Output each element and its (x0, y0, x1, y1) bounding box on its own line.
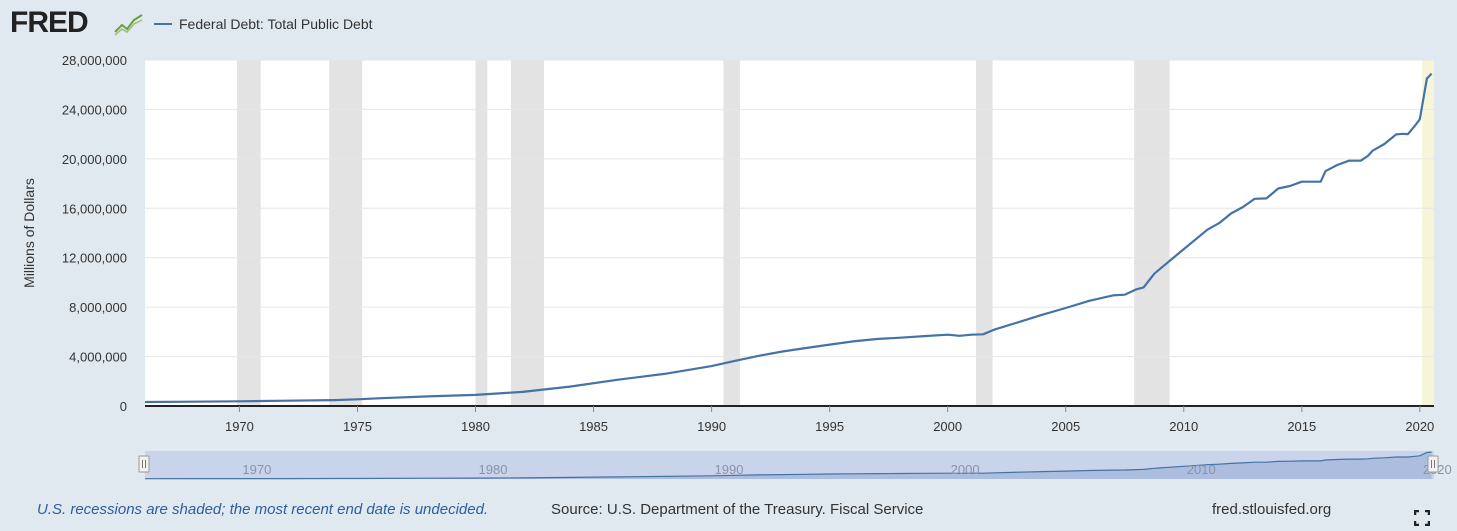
recession-band-undecided (1422, 60, 1434, 406)
recession-band (237, 60, 261, 406)
navigator-label: 1970 (242, 462, 271, 477)
x-tick-label: 2015 (1287, 419, 1316, 434)
navigator-line (144, 451, 1432, 480)
navigator-series (144, 451, 1432, 480)
y-tick-label: 12,000,000 (62, 251, 127, 266)
recession-bands (237, 60, 1434, 406)
fullscreen-icon[interactable] (1414, 510, 1430, 526)
chart-line-icon (114, 14, 143, 36)
chart-header: FRED Federal Debt: Total Public Debt (0, 0, 1457, 50)
site-link[interactable]: fred.stlouisfed.org (1212, 501, 1332, 518)
navigator-label: 2010 (1187, 462, 1216, 477)
x-tick-label: 2010 (1169, 419, 1198, 434)
navigator-left-handle[interactable] (138, 455, 150, 473)
series-line (144, 72, 1433, 404)
navigator-area (145, 452, 1432, 479)
navigator-right-handle[interactable] (1427, 455, 1439, 473)
legend-label: Federal Debt: Total Public Debt (179, 16, 373, 32)
series-layer (144, 72, 1433, 404)
navigator[interactable]: 197019801990200020102020 (138, 451, 1452, 480)
x-tick-label: 1975 (343, 419, 372, 434)
recession-band (1134, 60, 1170, 406)
x-tick-label: 1970 (225, 419, 254, 434)
navigator-label: 2000 (951, 462, 980, 477)
y-tick-label: 24,000,000 (62, 102, 127, 117)
x-tick-label: 2000 (933, 419, 962, 434)
x-tick-label: 1990 (697, 419, 726, 434)
y-tick-label: 20,000,000 (62, 152, 127, 167)
recession-band (510, 60, 544, 406)
y-tick-label: 16,000,000 (62, 201, 127, 216)
chart-svg: 0 4,000,000 8,000,000 12,000,000 16,000,000 2… (21, 53, 1452, 480)
x-tick-labels: 1970 1975 1980 1985 1990 1995 2000 2005 2010 2015… (225, 406, 1434, 434)
recession-band (329, 60, 363, 406)
recession-band (976, 60, 993, 406)
recession-band (475, 60, 488, 406)
recession-band (723, 60, 740, 406)
legend-swatch (154, 23, 172, 25)
grid-lines (145, 59, 1434, 358)
navigator-label: 1980 (479, 462, 508, 477)
y-tick-label: 8,000,000 (69, 300, 127, 315)
recession-note: U.S. recessions are shaded; the most rec… (37, 501, 489, 518)
y-tick-label: 0 (120, 399, 127, 414)
x-tick-label: 1995 (815, 419, 844, 434)
y-tick-label: 28,000,000 (62, 53, 127, 68)
navigator-label: 1990 (715, 462, 744, 477)
x-tick-label: 1980 (461, 419, 490, 434)
source-text: Source: U.S. Department of the Treasury.… (551, 501, 924, 518)
legend[interactable]: Federal Debt: Total Public Debt (154, 16, 373, 32)
y-tick-label: 4,000,000 (69, 350, 127, 365)
x-tick-label: 2020 (1405, 419, 1434, 434)
x-tick-label: 2005 (1051, 419, 1080, 434)
x-tick-label: 1985 (579, 419, 608, 434)
fred-logo[interactable]: FRED (10, 6, 89, 39)
y-tick-labels: 0 4,000,000 8,000,000 12,000,000 16,000,000 2… (62, 53, 127, 414)
y-axis-label: Millions of Dollars (21, 178, 37, 288)
